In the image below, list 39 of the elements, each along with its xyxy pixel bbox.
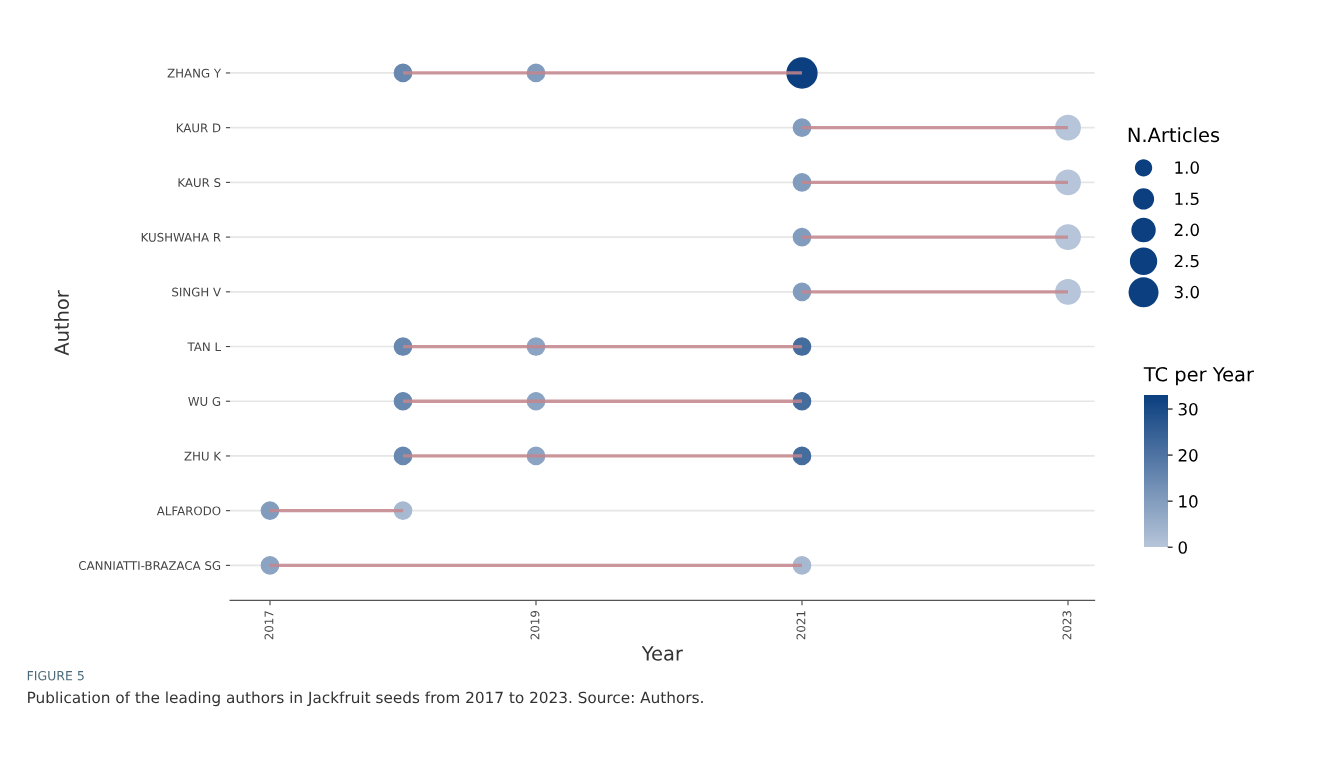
x-tick-label: 2023 — [1062, 611, 1072, 640]
color-bar-label: 30 — [1178, 402, 1198, 416]
text: Publication of the leading authors in Jackfruit seeds from 2017 to 2023. Source: Authors. — [28, 691, 703, 707]
x-tick-label: 2019 — [530, 610, 540, 640]
x-tick-label: 2017 — [264, 611, 274, 640]
bar — [801, 126, 1068, 130]
y-tick-label: ALFARODO — [156, 506, 221, 516]
y-axis-title: Author — [53, 290, 70, 356]
y-tick-label: KAUR D — [176, 123, 221, 133]
x-axis-title: Year — [641, 646, 683, 661]
bar — [801, 290, 1068, 294]
bar — [269, 509, 403, 513]
legend-label: 2.5 — [1174, 254, 1199, 268]
legend-label: 2.0 — [1174, 223, 1199, 237]
color-bar-label: 20 — [1178, 449, 1198, 462]
color-bar-title: TC per Year — [1143, 366, 1254, 386]
caption: FIGURE 5 — [27, 670, 84, 681]
y-tick-label: ZHANG Y — [167, 68, 222, 78]
y-tick-label: KAUR S — [178, 178, 221, 188]
color-bar-label: 0 — [1178, 541, 1187, 554]
y-tick-label: TAN L — [187, 342, 221, 352]
y-tick-label: SINGH V — [172, 287, 221, 297]
bar — [402, 344, 802, 349]
bar — [801, 180, 1068, 185]
x-tick-label: 2021 — [796, 611, 806, 640]
color-bar-label: 10 — [1179, 495, 1198, 508]
y-tick-label: CANNIATTI-BRAZACA SG — [78, 561, 221, 571]
bar — [269, 563, 802, 568]
bar — [402, 71, 802, 75]
legend-title: N.Articles — [1128, 127, 1220, 143]
legend-label: 1.0 — [1175, 161, 1199, 174]
legend-label: 3.0 — [1174, 285, 1199, 299]
bar — [402, 454, 802, 458]
y-tick-label: WU G — [188, 396, 221, 406]
y-tick-label: KUSHWAHA R — [141, 232, 221, 242]
bar — [801, 235, 1068, 239]
legend-label: 1.5 — [1175, 192, 1199, 206]
y-tick-label: ZHU K — [184, 451, 222, 461]
bar — [402, 399, 802, 403]
